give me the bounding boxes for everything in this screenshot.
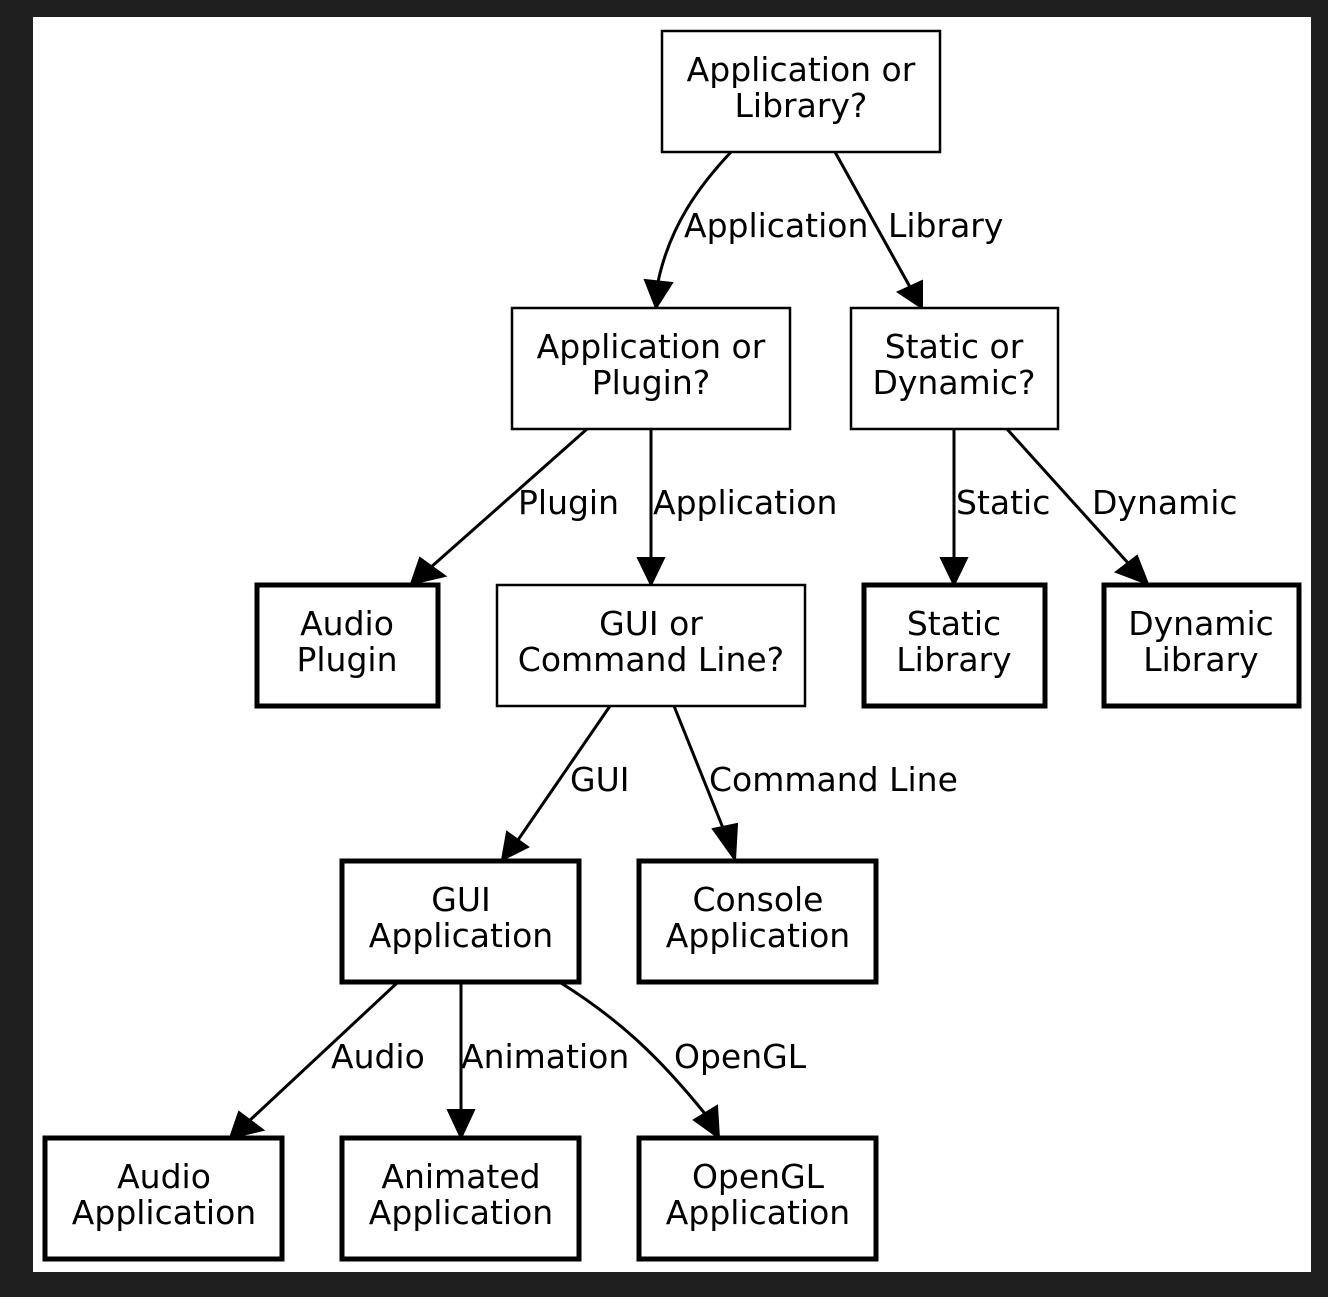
- node-audio-application: Audio Application: [42, 1135, 285, 1262]
- edge-opengl: OpenGL: [560, 981, 807, 1141]
- node-static-or-dynamic: Static or Dynamic?: [849, 306, 1060, 431]
- edge-label-root-library: Library: [888, 206, 1003, 245]
- node-opengl-application: OpenGL Application: [636, 1135, 879, 1262]
- node-label-line-2: Application: [666, 1193, 850, 1232]
- node-label-line-1: Application or: [687, 50, 916, 89]
- node-label-line-2: Command Line?: [518, 640, 784, 679]
- node-label-line-2: Library?: [735, 86, 868, 125]
- node-label-line-2: Application: [369, 1193, 553, 1232]
- edge-label-root-application: Application: [684, 206, 868, 245]
- node-label-line-2: Application: [369, 916, 553, 955]
- node-gui-application: GUI Application: [339, 858, 582, 985]
- edge-command-line: Command Line: [672, 705, 958, 863]
- edge-static: Static: [939, 429, 1050, 588]
- node-label-line-1: Audio: [117, 1157, 211, 1196]
- edge-label-plugin: Plugin: [518, 483, 619, 522]
- node-label-line-2: Application: [72, 1193, 256, 1232]
- edge-audio: Audio: [228, 981, 425, 1140]
- node-application-or-plugin: Application or Plugin?: [510, 306, 792, 431]
- node-label-line-2: Application: [666, 916, 850, 955]
- edge-label-static: Static: [956, 483, 1050, 522]
- node-label-line-2: Library: [896, 640, 1011, 679]
- edge-label-animation: Animation: [461, 1037, 629, 1076]
- node-label-line-1: Dynamic: [1128, 604, 1274, 643]
- node-label-line-2: Library: [1143, 640, 1258, 679]
- node-animated-application: Animated Application: [339, 1135, 582, 1262]
- node-label-line-1: GUI or: [599, 604, 703, 643]
- edge-animation: Animation: [446, 983, 629, 1141]
- edge-application-to-gui-or-cli: Application: [636, 429, 837, 588]
- edge-label-dynamic: Dynamic: [1092, 483, 1238, 522]
- node-static-library: Static Library: [861, 582, 1048, 709]
- edge-label-audio: Audio: [331, 1037, 425, 1076]
- node-console-application: Console Application: [636, 858, 879, 985]
- node-label-line-1: Console: [692, 880, 823, 919]
- node-dynamic-library: Dynamic Library: [1101, 582, 1302, 709]
- node-label-line-2: Plugin?: [592, 363, 711, 402]
- edge-dynamic: Dynamic: [1005, 427, 1238, 586]
- node-application-or-library: Application or Library?: [660, 29, 942, 154]
- node-label-line-1: Animated: [381, 1157, 540, 1196]
- node-audio-plugin: Audio Plugin: [254, 582, 441, 709]
- edge-root-library: Library: [833, 151, 1003, 310]
- node-label-line-1: Static: [907, 604, 1001, 643]
- edge-plugin: Plugin: [409, 427, 619, 586]
- edge-label-application: Application: [653, 483, 837, 522]
- edge-label-command-line: Command Line: [709, 760, 958, 799]
- node-label-line-1: Static or: [885, 327, 1024, 366]
- node-label-line-1: GUI: [431, 880, 490, 919]
- node-label-line-1: Audio: [300, 604, 394, 643]
- node-label-line-2: Dynamic?: [872, 363, 1035, 402]
- edge-gui: GUI: [500, 705, 629, 862]
- node-label-line-1: Application or: [537, 327, 766, 366]
- node-label-line-1: OpenGL: [692, 1157, 825, 1196]
- edge-label-gui: GUI: [570, 760, 629, 799]
- edge-root-application: Application: [643, 150, 868, 311]
- edge-label-opengl: OpenGL: [674, 1037, 807, 1076]
- node-gui-or-command-line: GUI or Command Line?: [495, 583, 807, 708]
- node-label-line-2: Plugin: [296, 640, 397, 679]
